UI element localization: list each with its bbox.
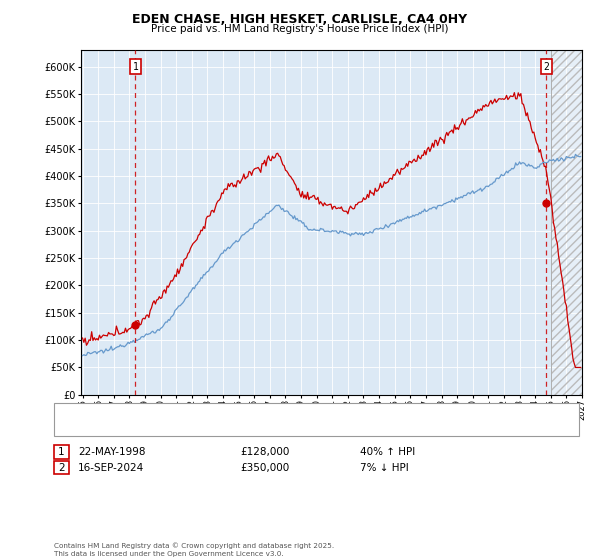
Text: Price paid vs. HM Land Registry's House Price Index (HPI): Price paid vs. HM Land Registry's House … — [151, 24, 449, 34]
Text: 2: 2 — [58, 463, 65, 473]
Text: £350,000: £350,000 — [240, 463, 289, 473]
Text: EDEN CHASE, HIGH HESKET, CARLISLE, CA4 0HY (detached house): EDEN CHASE, HIGH HESKET, CARLISLE, CA4 0… — [95, 414, 395, 423]
Text: EDEN CHASE, HIGH HESKET, CARLISLE, CA4 0HY: EDEN CHASE, HIGH HESKET, CARLISLE, CA4 0… — [133, 13, 467, 26]
Text: 40% ↑ HPI: 40% ↑ HPI — [360, 447, 415, 457]
Text: 7% ↓ HPI: 7% ↓ HPI — [360, 463, 409, 473]
Text: HPI: Average price, detached house, Westmorland and Furness: HPI: Average price, detached house, West… — [95, 423, 379, 432]
Text: 1: 1 — [133, 62, 138, 72]
Text: 16-SEP-2024: 16-SEP-2024 — [78, 463, 144, 473]
Bar — [551, 50, 582, 395]
Text: 1: 1 — [58, 447, 65, 457]
Text: 2: 2 — [544, 62, 549, 72]
Text: Contains HM Land Registry data © Crown copyright and database right 2025.
This d: Contains HM Land Registry data © Crown c… — [54, 543, 334, 557]
Text: £128,000: £128,000 — [240, 447, 289, 457]
Text: 22-MAY-1998: 22-MAY-1998 — [78, 447, 146, 457]
